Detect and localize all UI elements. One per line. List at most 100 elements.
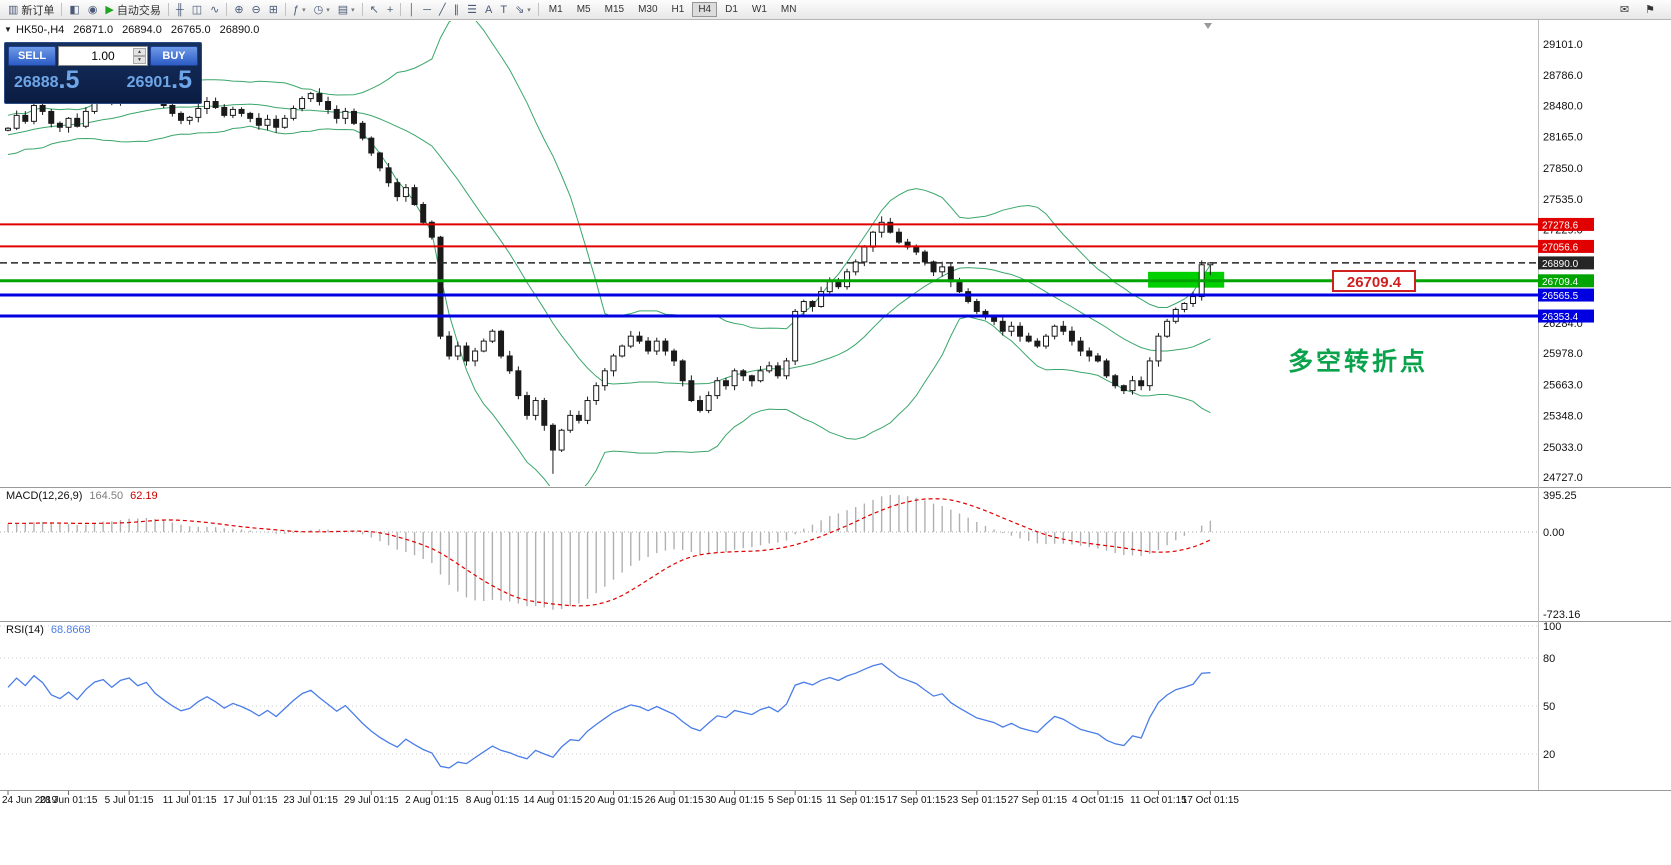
candlestick-chart-icon[interactable]: ◫ bbox=[188, 1, 206, 19]
chart-window-icon: ◧ bbox=[69, 3, 80, 16]
candle-body bbox=[930, 261, 937, 273]
time-axis-label: 27 Sep 01:15 bbox=[1008, 795, 1068, 806]
candle-body bbox=[1068, 330, 1075, 342]
crosshair-icon[interactable]: + bbox=[383, 1, 397, 19]
candle-body bbox=[203, 101, 210, 109]
flag-icon[interactable]: ⚑ bbox=[1645, 4, 1655, 16]
fibonacci-icon[interactable]: ☰ bbox=[463, 1, 481, 19]
volume-down-button[interactable]: ▼ bbox=[133, 56, 146, 64]
turning-point-note[interactable]: 多空转折点 bbox=[1288, 348, 1429, 376]
candle-body bbox=[489, 330, 496, 342]
candle-body bbox=[376, 152, 383, 169]
line-chart-icon[interactable]: ∿ bbox=[206, 1, 223, 19]
candle-body bbox=[671, 350, 678, 362]
arrows-icon[interactable]: ⇘ ▾ bbox=[511, 1, 535, 19]
periods-icon: ◷ bbox=[313, 3, 324, 16]
candle-body bbox=[1138, 380, 1145, 387]
timeframe-m1[interactable]: M1 bbox=[548, 4, 563, 15]
rsi-axis-label: 100 bbox=[1543, 621, 1561, 633]
timeframe-m30[interactable]: M30 bbox=[638, 4, 658, 15]
timeframe-mn[interactable]: MN bbox=[780, 4, 797, 15]
candle-body bbox=[852, 261, 859, 273]
sell-price-main: 26888 bbox=[14, 74, 59, 91]
price-axis-label: 25663.0 bbox=[1543, 379, 1583, 391]
candle-body bbox=[878, 221, 885, 233]
pivot-line-marker bbox=[1538, 274, 1594, 288]
label-icon[interactable]: T bbox=[496, 1, 511, 19]
candle-body bbox=[601, 370, 608, 387]
trendline-icon[interactable]: ╱ bbox=[435, 1, 450, 19]
indicators-icon[interactable]: ƒ ▾ bbox=[289, 1, 310, 19]
chart-shift-marker[interactable] bbox=[1204, 23, 1212, 29]
candle-body bbox=[238, 108, 245, 114]
resistance-line-1-marker bbox=[1538, 217, 1594, 231]
volume-input[interactable]: 1.00 ▲ ▼ bbox=[58, 46, 148, 66]
timeframe-h1[interactable]: H1 bbox=[671, 4, 685, 15]
zoom-out-icon[interactable]: ⊖ bbox=[248, 1, 265, 19]
autotrading-button[interactable]: ▶ 自动交易 bbox=[101, 1, 164, 19]
price-callout-box[interactable]: 26709.4 bbox=[1332, 270, 1416, 292]
sell-price-frac: .5 bbox=[58, 66, 80, 94]
horizontal-lines[interactable] bbox=[0, 223, 1538, 318]
timeframe-d1[interactable]: D1 bbox=[725, 4, 738, 15]
toolbar-separator bbox=[167, 3, 169, 16]
new-order-button-label: 新订单 bbox=[21, 4, 55, 17]
buy-button[interactable]: BUY bbox=[150, 46, 198, 66]
buy-price-main: 26901 bbox=[126, 74, 172, 91]
timeframe-m15[interactable]: M15 bbox=[604, 4, 625, 15]
toolbar-separator bbox=[61, 3, 63, 16]
toolbar-separator bbox=[361, 3, 363, 16]
volume-up-button[interactable]: ▲ bbox=[133, 48, 146, 56]
candle-body bbox=[342, 110, 349, 119]
candle-body bbox=[359, 122, 366, 139]
zoom-in-icon[interactable]: ⊕ bbox=[230, 1, 247, 19]
new-order-button[interactable]: ▥ 新订单 bbox=[4, 1, 58, 19]
buy-price-frac: .5 bbox=[171, 66, 192, 94]
candle-body bbox=[22, 114, 29, 122]
time-axis-label: 11 Oct 01:15 bbox=[1130, 795, 1187, 806]
candle-body bbox=[281, 117, 288, 128]
bar-chart-icon[interactable]: ╫ bbox=[172, 1, 188, 19]
candle-body bbox=[679, 360, 686, 382]
text-icon[interactable]: A bbox=[481, 1, 496, 19]
sell-button[interactable]: SELL bbox=[8, 46, 56, 66]
price-axis-label: 25978.0 bbox=[1543, 348, 1583, 360]
one-click-collapse-icon[interactable]: ▼ bbox=[4, 25, 12, 34]
candle-body bbox=[792, 310, 799, 362]
chart-window-icon[interactable]: ◧ bbox=[65, 1, 83, 19]
candle-body bbox=[48, 110, 55, 124]
horizontal-line-icon[interactable]: ─ bbox=[419, 1, 435, 19]
time-axis-label: 30 Aug 01:15 bbox=[705, 795, 764, 806]
candle-body bbox=[1043, 335, 1049, 347]
channel-icon: ∥ bbox=[453, 3, 460, 16]
candle-body bbox=[870, 231, 876, 248]
tile-windows-icon: ⊞ bbox=[268, 3, 278, 16]
candle-body bbox=[584, 400, 591, 421]
macd-axis-label: -723.16 bbox=[1543, 609, 1580, 621]
navigator-icon[interactable]: ◉ bbox=[84, 1, 102, 19]
indicators-icon: ƒ bbox=[292, 3, 300, 16]
mail-icon[interactable]: ✉ bbox=[1619, 4, 1630, 16]
candle-body bbox=[697, 400, 703, 411]
timeframe-h4[interactable]: H4 bbox=[692, 2, 718, 17]
candle-body bbox=[956, 281, 963, 293]
candle-body bbox=[748, 375, 755, 382]
templates-icon[interactable]: ▤ ▾ bbox=[334, 1, 359, 19]
channel-icon[interactable]: ∥ bbox=[450, 1, 464, 19]
time-axis-label: 24 Jun 2019 bbox=[2, 795, 57, 806]
rsi-value: 68.8668 bbox=[50, 624, 91, 636]
cursor-icon[interactable]: ↖ bbox=[366, 1, 383, 19]
time-axis-label: 5 Sep 01:15 bbox=[768, 795, 822, 806]
candle-body bbox=[515, 370, 522, 397]
periods-icon[interactable]: ◷ ▾ bbox=[310, 1, 334, 19]
zoom-in-icon: ⊕ bbox=[234, 3, 244, 16]
timeframe-m5[interactable]: M5 bbox=[576, 4, 591, 15]
candle-body bbox=[411, 187, 418, 205]
timeframe-w1[interactable]: W1 bbox=[751, 4, 767, 15]
arrows-icon: ⇘ bbox=[515, 3, 525, 16]
candle-body bbox=[965, 291, 972, 303]
tile-windows-icon[interactable]: ⊞ bbox=[265, 1, 282, 19]
vertical-line-icon[interactable]: │ bbox=[404, 1, 419, 19]
candle-body bbox=[1164, 320, 1171, 337]
